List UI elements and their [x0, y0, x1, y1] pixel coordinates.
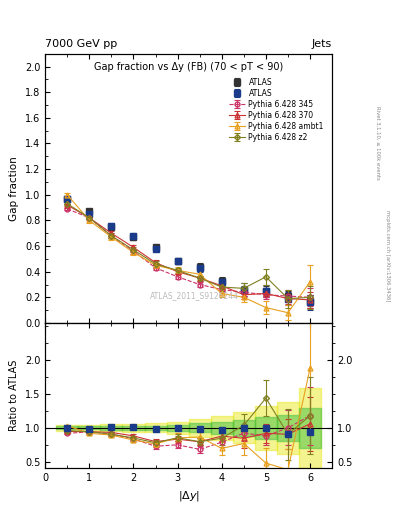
- Text: mcplots.cern.ch [arXiv:1306.3436]: mcplots.cern.ch [arXiv:1306.3436]: [385, 210, 389, 302]
- Legend: ATLAS, ATLAS, Pythia 6.428 345, Pythia 6.428 370, Pythia 6.428 ambt1, Pythia 6.4: ATLAS, ATLAS, Pythia 6.428 345, Pythia 6…: [227, 76, 325, 143]
- Text: ATLAS_2011_S9126244: ATLAS_2011_S9126244: [150, 291, 239, 301]
- Y-axis label: Ratio to ATLAS: Ratio to ATLAS: [9, 360, 19, 432]
- X-axis label: |$\Delta y$|: |$\Delta y$|: [178, 489, 200, 503]
- Text: Gap fraction vs Δy (FB) (70 < pT < 90): Gap fraction vs Δy (FB) (70 < pT < 90): [94, 62, 283, 72]
- Y-axis label: Gap fraction: Gap fraction: [9, 156, 19, 221]
- Text: 7000 GeV pp: 7000 GeV pp: [45, 38, 118, 49]
- Text: Jets: Jets: [312, 38, 332, 49]
- Text: Rivet 3.1.10, ≥ 100k events: Rivet 3.1.10, ≥ 100k events: [376, 106, 380, 180]
